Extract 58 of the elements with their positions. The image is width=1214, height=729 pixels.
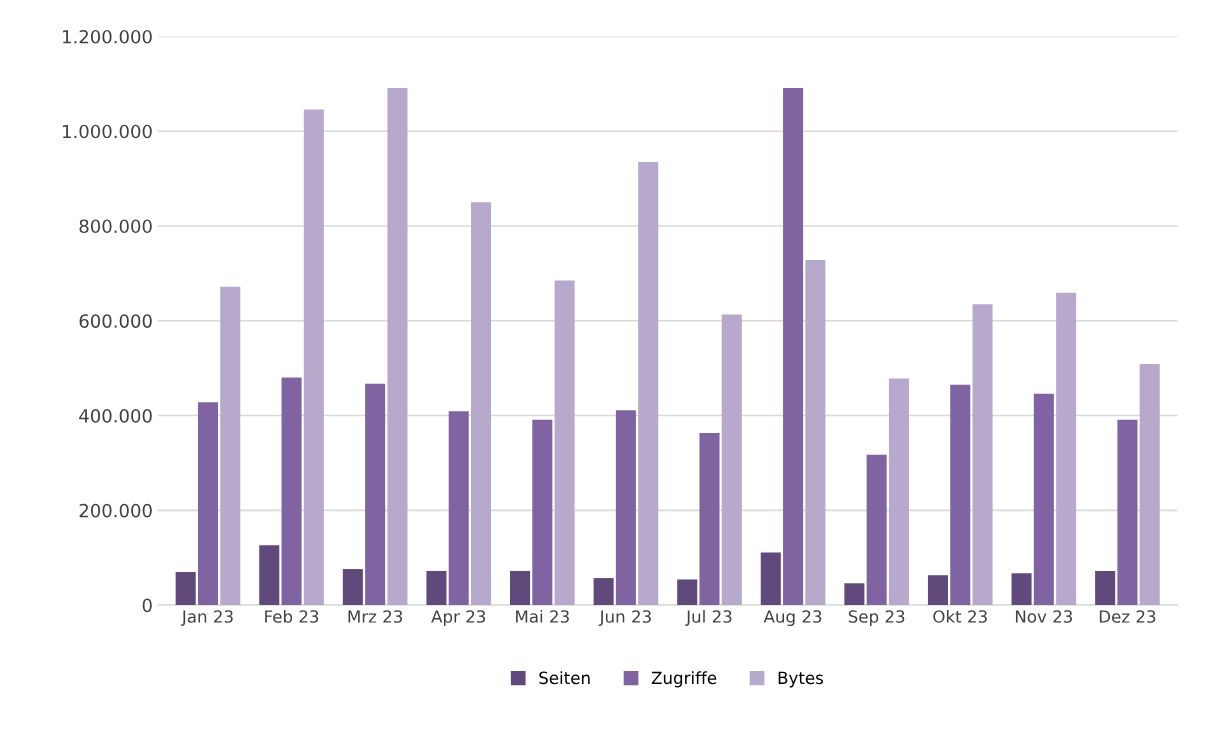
bar xyxy=(470,202,492,606)
y-tick-label: 200.000 xyxy=(79,503,152,518)
y-tick-label: 600.000 xyxy=(79,314,152,328)
bar xyxy=(760,552,781,606)
bar xyxy=(1011,573,1032,606)
bar xyxy=(1033,393,1054,606)
bar xyxy=(1056,292,1077,606)
bar xyxy=(866,454,887,606)
bar xyxy=(426,570,447,606)
bar xyxy=(783,88,804,606)
bar xyxy=(1117,419,1138,606)
bar xyxy=(844,583,865,606)
bar xyxy=(510,570,531,606)
bar xyxy=(175,571,196,606)
bar xyxy=(281,377,302,606)
x-tick-label: Jun 23 xyxy=(598,610,651,626)
bar xyxy=(532,419,553,606)
bar xyxy=(197,402,218,606)
x-tick-label: Sep 23 xyxy=(848,610,905,627)
y-tick-label: 1.000.000 xyxy=(63,124,152,139)
bar xyxy=(365,383,386,606)
x-tick-label: Jan 23 xyxy=(181,610,233,626)
x-tick-label: Jul 23 xyxy=(685,609,732,626)
x-tick-label: Feb 23 xyxy=(265,609,319,623)
bar xyxy=(972,304,993,606)
y-tick-label: 1.200.000 xyxy=(63,29,152,44)
bar xyxy=(950,384,971,606)
legend-label: Bytes xyxy=(778,671,824,688)
bar xyxy=(1139,363,1160,606)
legend-label: Zugriffe xyxy=(651,671,717,688)
x-tick-label: Nov 23 xyxy=(1015,610,1073,623)
bar xyxy=(721,314,742,606)
bar xyxy=(220,286,241,606)
bar xyxy=(638,162,659,606)
bar xyxy=(927,575,948,606)
bar xyxy=(342,569,363,606)
x-tick-label: Aug 23 xyxy=(763,610,822,627)
x-tick-label: Dez 23 xyxy=(1099,610,1156,623)
bar xyxy=(259,545,280,606)
bar xyxy=(593,578,614,606)
x-tick-label: Mrz 23 xyxy=(348,610,403,623)
legend-label: Seiten xyxy=(539,671,590,685)
bar xyxy=(448,411,469,606)
bar xyxy=(554,280,575,606)
bar xyxy=(387,88,408,606)
bar xyxy=(615,410,636,606)
y-tick-label: 800.000 xyxy=(79,219,152,234)
y-tick-label: 0 xyxy=(142,598,152,613)
bar xyxy=(699,433,720,606)
bar xyxy=(303,109,324,606)
bar xyxy=(1095,570,1116,606)
x-tick-label: Apr 23 xyxy=(431,610,486,627)
bar xyxy=(677,579,698,606)
bar xyxy=(805,260,826,606)
y-tick-label: 400.000 xyxy=(79,408,152,423)
x-tick-label: Mai 23 xyxy=(516,609,569,623)
bar xyxy=(888,378,909,606)
x-tick-label: Okt 23 xyxy=(933,609,987,623)
